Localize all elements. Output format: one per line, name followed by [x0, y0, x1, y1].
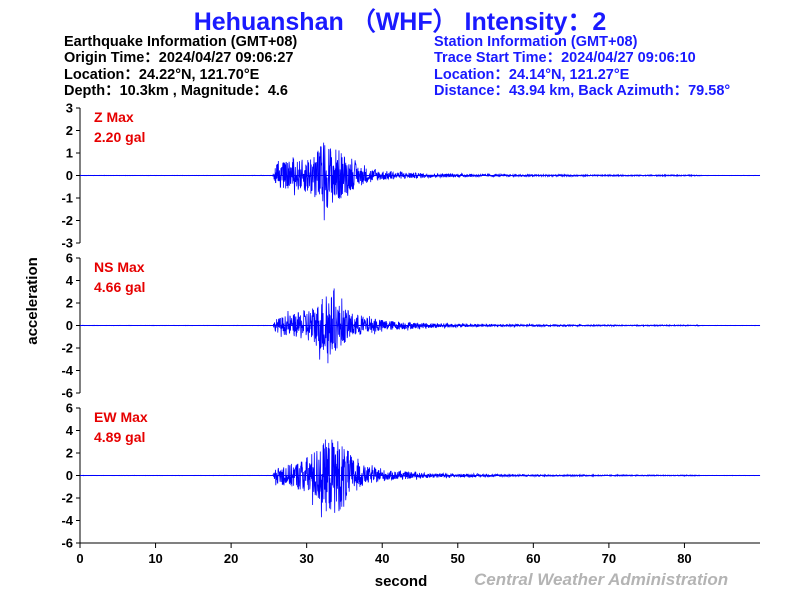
z-y-tick-label: 2	[66, 123, 73, 138]
x-tick-label: 10	[148, 551, 162, 566]
ew-waveform	[79, 439, 761, 518]
station-info-heading: Station Information (GMT+08)	[434, 34, 638, 50]
x-tick-label: 40	[375, 551, 389, 566]
epicenter-location: Location：24.22°N, 121.70°E	[64, 66, 260, 83]
ns-y-tick-label: 0	[66, 318, 73, 333]
x-axis-title: second	[375, 573, 428, 590]
x-tick-label: 70	[602, 551, 616, 566]
station-info-block: Station Information (GMT+08) Trace Start…	[434, 34, 730, 99]
ns-peak-value: 4.66 gal	[94, 279, 145, 295]
ns-peak-label: NS Max	[94, 259, 145, 275]
ns-waveform	[79, 288, 761, 364]
ns-y-tick-label: 4	[66, 273, 74, 288]
trace-start-time: Trace Start Time：2024/04/27 09:06:10	[434, 50, 696, 67]
z-y-tick-label: -1	[61, 191, 73, 206]
ns-y-tick-label: 6	[66, 251, 73, 266]
x-tick-label: 0	[76, 551, 83, 566]
ew-y-tick-label: 0	[66, 468, 73, 483]
ew-y-tick-label: -6	[61, 536, 73, 551]
ew-y-tick-label: 2	[66, 446, 73, 461]
earthquake-info-block: Earthquake Information (GMT+08) Origin T…	[64, 34, 297, 99]
z-y-tick-label: -2	[61, 213, 73, 228]
agency-credit: Central Weather Administration	[474, 570, 729, 589]
ew-peak-value: 4.89 gal	[94, 429, 145, 445]
x-tick-label: 30	[299, 551, 313, 566]
z-waveform	[79, 142, 761, 221]
z-y-tick-label: -3	[61, 236, 73, 251]
distance-azimuth: Distance：43.94 km, Back Azimuth：79.58°	[434, 82, 731, 99]
ns-y-tick-label: -2	[61, 341, 73, 356]
origin-time: Origin Time：2024/04/27 09:06:27	[64, 50, 294, 67]
x-tick-label: 80	[677, 551, 691, 566]
chart-title: Hehuanshan （WHF） Intensity：2	[193, 8, 607, 36]
ew-y-tick-label: 6	[66, 401, 73, 416]
earthquake-info-heading: Earthquake Information (GMT+08)	[64, 34, 298, 50]
z-peak-value: 2.20 gal	[94, 129, 145, 145]
ew-y-tick-label: -4	[61, 513, 73, 528]
z-y-tick-label: 1	[66, 146, 73, 161]
ew-peak-label: EW Max	[94, 409, 148, 425]
y-axis-title: acceleration	[24, 257, 41, 345]
ns-y-tick-label: -6	[61, 386, 73, 401]
ew-y-tick-label: 4	[66, 423, 74, 438]
z-peak-label: Z Max	[94, 109, 134, 125]
label-layer: Z Max 2.20 gal NS Max 4.66 gal EW Max 4.89 ga…	[24, 109, 427, 590]
ew-y-tick-label: -2	[61, 491, 73, 506]
depth-magnitude: Depth：10.3km , Magnitude：4.6	[64, 82, 288, 99]
x-tick-label: 50	[451, 551, 465, 566]
z-y-tick-label: 0	[66, 168, 73, 183]
z-y-tick-label: 3	[66, 101, 73, 116]
ns-y-tick-label: 2	[66, 296, 73, 311]
trace-layer	[79, 142, 761, 518]
x-tick-label: 20	[224, 551, 238, 566]
ns-y-tick-label: -4	[61, 363, 73, 378]
station-location: Location：24.14°N, 121.27°E	[434, 66, 630, 83]
x-tick-label: 60	[526, 551, 540, 566]
